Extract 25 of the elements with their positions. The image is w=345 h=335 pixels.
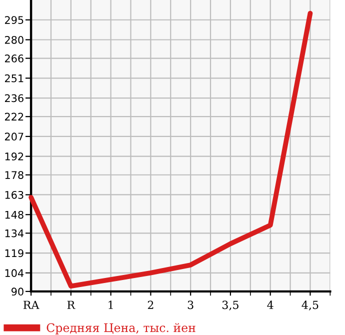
- x-tick-label: 4: [267, 300, 274, 309]
- y-tick-label: 90: [12, 288, 24, 296]
- y-tick-label: 192: [5, 152, 24, 160]
- y-tick-label: 134: [5, 229, 24, 238]
- x-tick-label: 3: [188, 300, 194, 310]
- x-tick-label: 1: [108, 300, 113, 309]
- x-tick-label: 4,5: [302, 300, 318, 310]
- y-tick-label: 119: [5, 249, 24, 258]
- y-tick-label: 295: [4, 16, 24, 24]
- y-tick-label: 104: [5, 269, 24, 278]
- legend-label: Средняя Цена, тыс. йен: [46, 323, 196, 334]
- x-tick-label: R: [67, 300, 76, 309]
- line-series: [28, 10, 313, 289]
- y-tick-label: 251: [4, 74, 24, 82]
- x-tick-label: 3,5: [222, 300, 238, 310]
- y-tick-label: 266: [4, 54, 24, 62]
- y-tick-label: 163: [5, 190, 24, 199]
- y-tick-label: 148: [5, 210, 24, 219]
- y-tick-label: 280: [4, 36, 24, 44]
- x-tick-label: 2: [148, 300, 154, 309]
- x-tick-label: RA: [23, 300, 40, 309]
- y-tick-label: 222: [4, 112, 24, 121]
- y-tick-label: 207: [4, 132, 24, 141]
- y-tick-label: 236: [4, 94, 24, 102]
- y-tick-label: 178: [5, 171, 24, 179]
